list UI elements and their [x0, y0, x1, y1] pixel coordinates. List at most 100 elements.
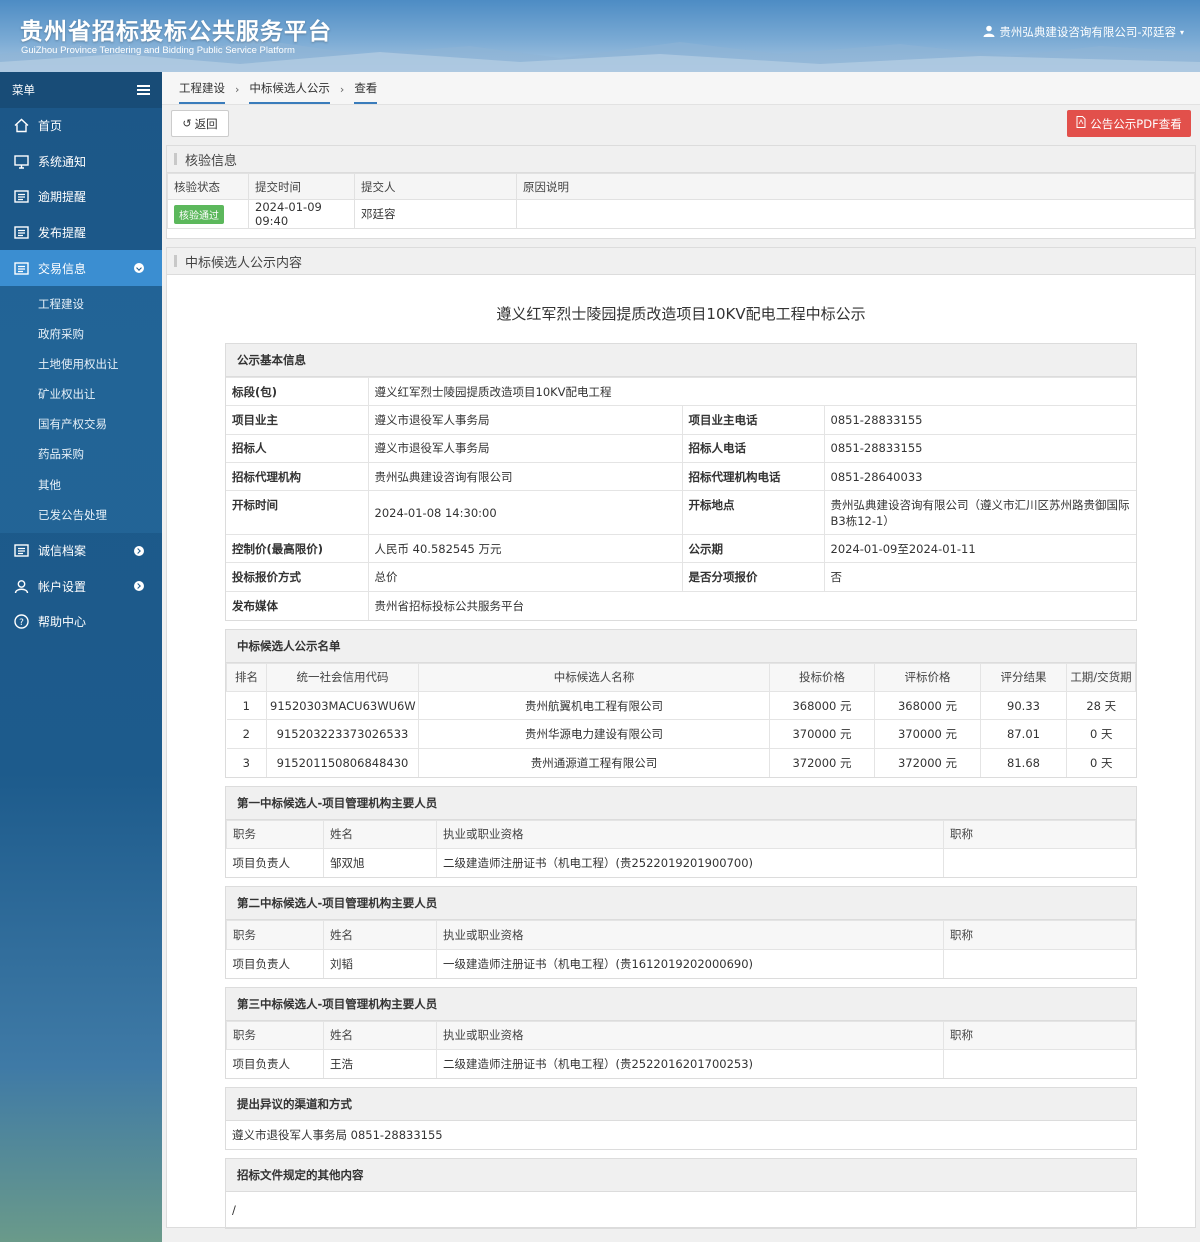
notice-panel-title: 中标候选人公示内容: [167, 248, 1195, 275]
sidebar-item-label: 交易信息: [38, 261, 87, 276]
title-rank-cell: [943, 848, 1136, 878]
objection-text: 遵义市退役军人事务局 0851-28833155: [232, 1128, 443, 1143]
top-header: 贵州省招标投标公共服务平台 GuiZhou Province Tendering…: [0, 0, 1200, 72]
table-row: 2 915203223373026533 贵州华源电力建设有限公司 370000…: [226, 719, 1136, 749]
section-title: 第一中标候选人-项目管理机构主要人员: [226, 786, 1136, 820]
caret-down-icon: ▾: [1179, 27, 1184, 37]
column-header: 统一社会信用代码: [266, 662, 419, 692]
table-row: 招标人 遵义市退役军人事务局 招标人电话 0851-28833155: [226, 433, 1136, 463]
list-icon: [13, 224, 30, 241]
pdf-view-button[interactable]: 公告公示PDF查看: [1067, 110, 1191, 137]
sidebar-subitem[interactable]: 矿业权出让: [38, 387, 96, 402]
sidebar-item-overdue[interactable]: 逾期提醒: [0, 179, 162, 215]
title-rank-cell: [943, 948, 1136, 978]
role-cell: 项目负责人: [226, 848, 324, 878]
sidebar-item-credit[interactable]: 诚信档案: [0, 533, 162, 569]
eval-price-cell: 370000 元: [874, 719, 981, 749]
chevron-down-icon: [134, 263, 144, 274]
table-row: 标段(包) 遵义红军烈士陵园提质改造项目10KV配电工程: [226, 376, 1136, 407]
table-header-row: 排名 统一社会信用代码 中标候选人名称 投标价格 评标价格 评分结果 工期/交货…: [226, 662, 1136, 692]
candidate-name-cell: 贵州华源电力建设有限公司: [418, 719, 770, 749]
table-header-row: 职务 姓名 执业或职业资格 职称: [226, 920, 1136, 950]
column-header: 投标价格: [769, 662, 875, 692]
field-value: 人民币 40.582545 万元: [367, 534, 683, 564]
back-icon: ↺: [182, 117, 192, 130]
table-row: 3 915201150806848430 贵州通源道工程有限公司 372000 …: [226, 747, 1136, 777]
column-header: 职务: [226, 1020, 324, 1051]
column-header: 提交人: [354, 173, 517, 200]
breadcrumb-item[interactable]: 中标候选人公示: [249, 80, 330, 104]
rank-cell: 3: [226, 747, 267, 777]
hamburger-icon[interactable]: [137, 85, 150, 95]
column-header: 姓名: [323, 920, 437, 950]
sidebar-subitem[interactable]: 药品采购: [38, 447, 84, 462]
breadcrumb-item[interactable]: 查看: [354, 80, 378, 104]
list-icon: [13, 542, 30, 559]
other-content-section: 招标文件规定的其他内容 /: [225, 1158, 1137, 1230]
field-value: 贵州省招标投标公共服务平台: [367, 590, 1136, 620]
column-header: 姓名: [323, 1020, 437, 1051]
sidebar-item-notice[interactable]: 系统通知: [0, 144, 162, 180]
field-value: 遵义市退役军人事务局: [367, 405, 683, 435]
sidebar-subitem[interactable]: 工程建设: [38, 297, 84, 312]
list-icon: [13, 188, 30, 205]
column-header: 职务: [226, 920, 324, 950]
sidebar-item-publish[interactable]: 发布提醒: [0, 215, 162, 251]
field-value: 贵州弘典建设咨询有限公司: [367, 461, 683, 492]
submit-time: 2024-01-09 09:40: [248, 199, 355, 229]
table-row: 发布媒体 贵州省招标投标公共服务平台: [226, 590, 1136, 620]
column-header: 核验状态: [167, 173, 249, 200]
section-title: 公示基本信息: [226, 344, 1136, 377]
table-row: 1 91520303MACU63WU6W 贵州航翼机电工程有限公司 368000…: [226, 690, 1136, 721]
sidebar-item-trade[interactable]: 交易信息: [0, 250, 162, 286]
sidebar-item-home[interactable]: 首页: [0, 108, 162, 144]
field-label: 招标代理机构: [226, 461, 369, 492]
eval-price-cell: 368000 元: [874, 690, 981, 721]
field-value: 遵义红军烈士陵园提质改造项目10KV配电工程: [367, 376, 1136, 407]
sidebar-subitem[interactable]: 国有产权交易: [38, 417, 107, 432]
breadcrumb-item[interactable]: 工程建设: [179, 80, 225, 104]
score-cell: 81.68: [980, 747, 1067, 777]
other-content-text: /: [232, 1203, 236, 1218]
section-title: 招标文件规定的其他内容: [226, 1159, 1136, 1193]
role-cell: 项目负责人: [226, 948, 324, 978]
qualification-cell: 二级建造师注册证书（机电工程）(贵2522016201700253): [436, 1049, 944, 1079]
list-icon: [13, 260, 30, 277]
submitter: 邓廷容: [354, 199, 517, 229]
qualification-cell: 一级建造师注册证书（机电工程）(贵1612019202000690): [436, 948, 944, 978]
score-cell: 90.33: [980, 690, 1067, 721]
credit-code-cell: 91520303MACU63WU6W: [266, 690, 419, 721]
column-header: 职称: [943, 1020, 1136, 1051]
score-cell: 87.01: [980, 719, 1067, 749]
table-header-row: 职务 姓名 执业或职业资格 职称: [226, 1020, 1136, 1051]
home-icon: [13, 117, 30, 134]
sidebar-subitem[interactable]: 土地使用权出让: [38, 357, 119, 372]
duration-cell: 0 天: [1066, 747, 1136, 777]
sidebar-item-account[interactable]: 帐户设置: [0, 568, 162, 604]
eval-price-cell: 372000 元: [874, 747, 981, 777]
candidate-name-cell: 贵州通源道工程有限公司: [418, 747, 770, 777]
name-cell: 刘韬: [323, 948, 437, 978]
back-button[interactable]: ↺ 返回: [171, 110, 229, 137]
user-icon: [983, 25, 995, 40]
title-rank-cell: [943, 1049, 1136, 1079]
sidebar-item-help[interactable]: ? 帮助中心: [0, 604, 162, 640]
section-title: 中标候选人公示名单: [226, 629, 1136, 663]
table-row: 项目负责人 刘韬 一级建造师注册证书（机电工程）(贵16120192020006…: [226, 948, 1136, 978]
column-header: 评分结果: [980, 662, 1067, 692]
table-row: 投标报价方式 总价 是否分项报价 否: [226, 562, 1136, 592]
field-label: 项目业主: [226, 405, 369, 435]
candidates-section: 中标候选人公示名单 排名 统一社会信用代码 中标候选人名称 投标价格 评标价格 …: [225, 628, 1137, 778]
qualification-cell: 二级建造师注册证书（机电工程）(贵2522019201900700): [436, 848, 944, 878]
sidebar-subitem[interactable]: 政府采购: [38, 327, 84, 342]
field-value: 总价: [367, 562, 683, 592]
sidebar-subitem[interactable]: 已发公告处理: [38, 507, 107, 522]
field-value: 2024-01-09至2024-01-11: [823, 534, 1136, 564]
bid-price-cell: 370000 元: [769, 719, 875, 749]
sidebar-item-label: 诚信档案: [38, 544, 87, 559]
sidebar-item-label: 帐户设置: [38, 579, 87, 594]
user-menu[interactable]: 贵州弘典建设咨询有限公司-邓廷容 ▾: [983, 24, 1184, 40]
sidebar-subitem[interactable]: 其他: [38, 477, 61, 492]
column-header: 评标价格: [874, 662, 981, 692]
candidates-table: 排名 统一社会信用代码 中标候选人名称 投标价格 评标价格 评分结果 工期/交货…: [226, 662, 1136, 777]
